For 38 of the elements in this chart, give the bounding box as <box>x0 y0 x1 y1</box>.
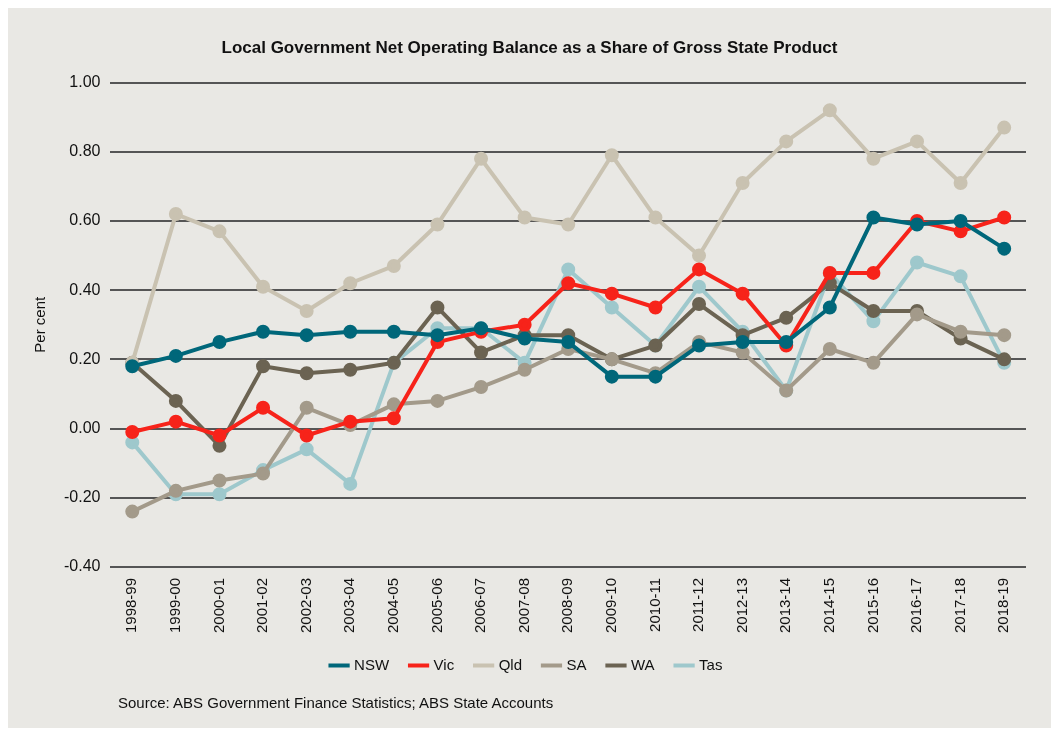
x-tick-label: 2003-04 <box>340 577 358 634</box>
x-tick-label: 2009-10 <box>601 577 619 634</box>
legend-label: WA <box>630 655 655 673</box>
y-tick-label: 1.00 <box>69 73 101 91</box>
y-tick-label: 0.40 <box>69 280 101 298</box>
y-tick-label: -0.40 <box>64 557 101 575</box>
x-tick-label: 2012-13 <box>732 577 750 634</box>
legend-label: SA <box>566 655 587 673</box>
x-tick-label: 1999-00 <box>166 577 183 634</box>
y-tick-label: 0.20 <box>69 349 101 367</box>
x-tick-label: 2000-01 <box>209 577 227 634</box>
chart-title: Local Government Net Operating Balance as a Share of Gross State Product <box>220 38 839 58</box>
x-tick-label: 2014-15 <box>819 577 837 634</box>
x-tick-label: 2005-06 <box>427 577 445 634</box>
x-tick-label: 2006-07 <box>471 577 489 634</box>
x-tick-label: 2018-19 <box>994 577 1012 634</box>
legend-label: NSW <box>354 655 390 673</box>
y-tick-label: 0.60 <box>69 211 101 229</box>
x-tick-label: 2010-11 <box>645 577 663 632</box>
legend-label: Vic <box>433 655 455 673</box>
legend-label: Tas <box>699 655 723 673</box>
x-tick-label: 2015-16 <box>863 577 881 634</box>
y-axis-title: Per cent <box>31 296 49 353</box>
y-tick-label: 0.80 <box>69 142 101 160</box>
x-tick-label: 2004-05 <box>383 577 401 634</box>
source-note: Source: ABS Government Finance Statistics; ABS State Accounts <box>118 694 554 711</box>
x-tick-label: 2013-14 <box>776 577 794 634</box>
y-tick-label: 0.00 <box>69 418 101 436</box>
x-tick-label: 2008-09 <box>558 577 576 634</box>
x-tick-label: 2011-12 <box>689 577 707 632</box>
legend-label: Qld <box>498 655 522 673</box>
x-tick-label: 1998-99 <box>122 577 140 634</box>
x-tick-label: 2017-18 <box>950 577 968 634</box>
x-tick-label: 2001-02 <box>253 577 271 634</box>
x-tick-label: 2007-08 <box>514 577 532 634</box>
y-tick-label: -0.20 <box>64 488 101 506</box>
x-tick-label: 2016-17 <box>907 577 925 634</box>
x-tick-label: 2002-03 <box>296 577 314 634</box>
